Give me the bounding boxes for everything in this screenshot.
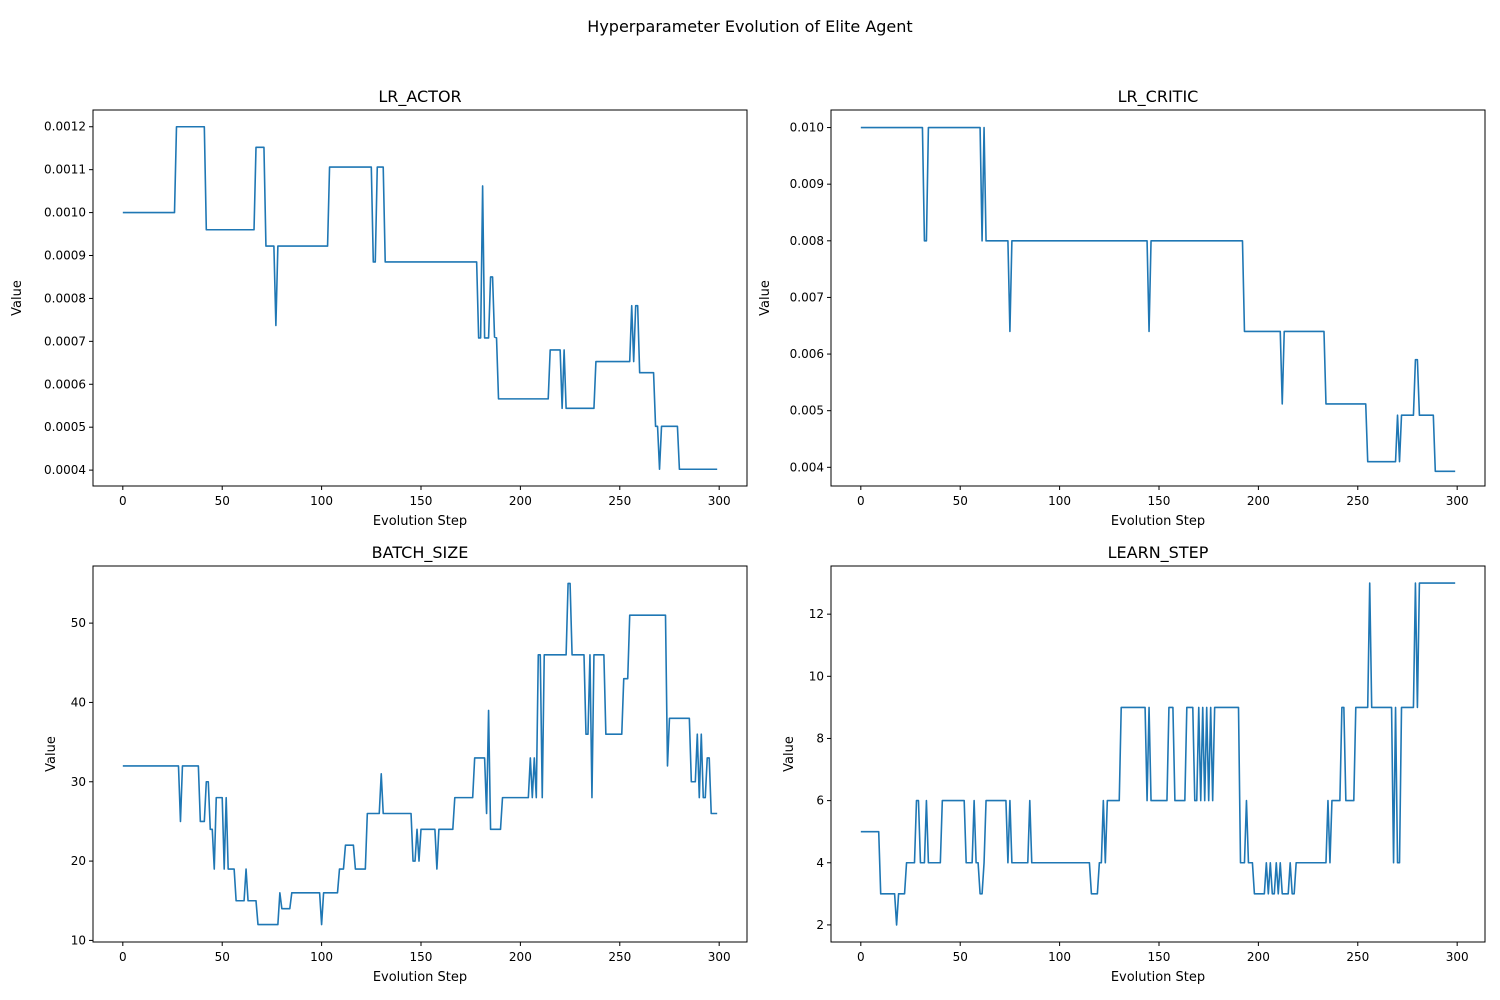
x-tick-label: 150 [410, 950, 433, 964]
x-tick-label: 0 [119, 950, 127, 964]
x-tick-label: 250 [1346, 950, 1369, 964]
x-tick-label: 200 [1247, 950, 1270, 964]
series-line [122, 582, 718, 926]
x-tick-label: 300 [1446, 950, 1469, 964]
x-tick-label: 100 [1048, 494, 1071, 508]
axes-frame [92, 109, 748, 487]
x-axis-label: Evolution Step [1111, 970, 1205, 985]
x-tick-label: 300 [708, 950, 731, 964]
axes-frame [830, 565, 1486, 943]
y-tick-label: 12 [809, 607, 824, 621]
y-axis-label: Value [10, 280, 25, 316]
axes-frame [830, 109, 1486, 487]
y-tick-label: 0.0009 [44, 249, 86, 263]
x-tick-label: 200 [1247, 494, 1270, 508]
y-tick-label: 0.0007 [44, 334, 86, 348]
x-tick-label: 250 [608, 950, 631, 964]
y-tick-label: 0.0008 [44, 291, 86, 305]
y-tick-label: 40 [71, 695, 86, 709]
x-tick-label: 0 [857, 494, 865, 508]
x-tick-label: 0 [857, 950, 865, 964]
y-tick-label: 10 [809, 669, 824, 683]
y-tick-label: 8 [816, 731, 824, 745]
y-tick-label: 0.0012 [44, 120, 86, 134]
y-tick-label: 0.010 [790, 121, 824, 135]
y-tick-label: 0.009 [790, 177, 824, 191]
x-tick-label: 150 [410, 494, 433, 508]
series-line [860, 582, 1456, 926]
y-tick-label: 0.007 [790, 290, 824, 304]
y-tick-label: 0.0004 [44, 463, 86, 477]
x-tick-label: 100 [310, 494, 333, 508]
y-tick-label: 2 [816, 918, 824, 932]
subplot-title: LR_ACTOR [378, 87, 461, 107]
x-tick-label: 200 [509, 950, 532, 964]
y-tick-label: 30 [71, 775, 86, 789]
subplot-batch-size: 0 50 100 150 200 250 300 10 20 30 40 50 BATCH_SIZE Ev… [44, 543, 748, 985]
x-tick-label: 50 [215, 494, 230, 508]
y-axis-label: Value [44, 736, 59, 772]
subplot-lr-critic: 0 50 100 150 200 250 300 0.004 0.005 0.006 0.007 0.… [758, 87, 1486, 529]
x-tick-label: 150 [1148, 950, 1171, 964]
subplot-title: LEARN_STEP [1108, 543, 1209, 563]
y-tick-label: 0.0006 [44, 377, 86, 391]
y-tick-label: 6 [816, 794, 824, 808]
series-line [122, 125, 718, 471]
x-tick-label: 50 [953, 950, 968, 964]
x-tick-label: 250 [1346, 494, 1369, 508]
x-axis-label: Evolution Step [1111, 514, 1205, 529]
axes-frame [92, 565, 748, 943]
x-axis-label: Evolution Step [373, 970, 467, 985]
y-axis-label: Value [782, 736, 797, 772]
y-axis-label: Value [758, 280, 773, 316]
x-tick-label: 100 [1048, 950, 1071, 964]
subplot-lr-actor: 0 50 100 150 200 250 300 0.0004 0.0005 0.0006 0.00… [10, 87, 748, 529]
y-tick-label: 0.008 [790, 234, 824, 248]
y-tick-label: 0.005 [790, 404, 824, 418]
x-tick-label: 100 [310, 950, 333, 964]
y-tick-label: 0.0010 [44, 206, 86, 220]
subplot-learn-step: 0 50 100 150 200 250 300 2 4 6 8 10 12 LEARN_STEP Evol… [782, 543, 1486, 985]
x-tick-label: 200 [509, 494, 532, 508]
x-tick-label: 50 [215, 950, 230, 964]
x-tick-label: 300 [1446, 494, 1469, 508]
figure-title: Hyperparameter Evolution of Elite Agent [587, 17, 913, 36]
y-tick-label: 0.006 [790, 347, 824, 361]
y-tick-label: 0.0011 [44, 163, 86, 177]
y-tick-label: 0.0005 [44, 420, 86, 434]
subplot-title: BATCH_SIZE [372, 543, 469, 563]
y-tick-label: 50 [71, 616, 86, 630]
y-tick-label: 20 [71, 854, 86, 868]
x-axis-label: Evolution Step [373, 514, 467, 529]
y-tick-label: 0.004 [790, 460, 824, 474]
y-tick-label: 10 [71, 933, 86, 947]
x-tick-label: 250 [608, 494, 631, 508]
x-tick-label: 150 [1148, 494, 1171, 508]
subplot-title: LR_CRITIC [1118, 87, 1199, 107]
series-line [860, 126, 1456, 473]
x-tick-label: 50 [953, 494, 968, 508]
y-tick-label: 4 [816, 856, 824, 870]
x-tick-label: 0 [119, 494, 127, 508]
x-tick-label: 300 [708, 494, 731, 508]
